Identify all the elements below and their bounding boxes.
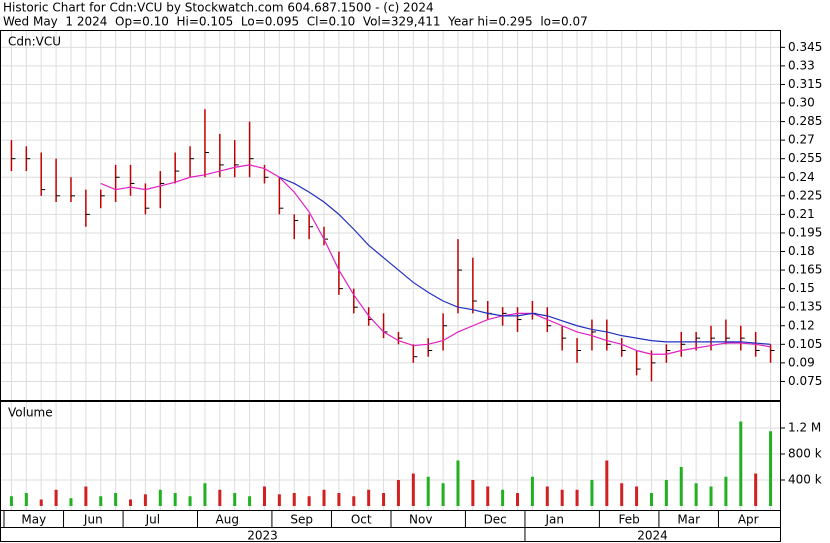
volume-bar — [233, 493, 237, 506]
volume-bar — [724, 476, 728, 506]
year-label: 2024 — [637, 529, 668, 543]
volume-bar — [426, 476, 430, 506]
volume-bar — [39, 499, 43, 506]
x-tick-label: Mar — [677, 513, 700, 527]
y-tick-label: 400 k — [788, 473, 822, 487]
volume-bar — [277, 494, 281, 506]
volume-bar — [292, 493, 296, 506]
volume-bar — [382, 493, 386, 506]
volume-bar — [694, 483, 698, 506]
volume-bar — [516, 493, 520, 506]
x-tick-label: Aug — [216, 513, 239, 527]
volume-bar — [337, 493, 341, 506]
volume-bar — [322, 489, 326, 506]
volume-bar — [129, 499, 133, 506]
y-tick-label: 0.21 — [788, 207, 815, 221]
volume-bar — [739, 421, 743, 506]
moving-average — [100, 164, 771, 355]
volume-bar — [590, 480, 594, 506]
volume-bar — [188, 496, 192, 506]
x-tick-label: Dec — [484, 513, 507, 527]
volume-bar — [501, 489, 505, 506]
volume-bar — [605, 460, 609, 506]
volume-bar — [679, 467, 683, 506]
volume-bar — [530, 476, 534, 506]
volume-bar — [114, 493, 118, 506]
y-tick-label: 0.225 — [788, 188, 822, 202]
volume-bar — [9, 496, 13, 506]
volume-bar — [545, 486, 549, 506]
volume-bar — [649, 493, 653, 506]
y-tick-label: 0.30 — [788, 96, 815, 110]
y-tick-label: 0.105 — [788, 337, 822, 351]
y-tick-label: 0.255 — [788, 151, 822, 165]
volume-bar — [754, 473, 758, 506]
x-tick-label: Sep — [290, 513, 313, 527]
volume-bar — [575, 489, 579, 506]
volume-panel — [0, 401, 781, 511]
x-tick-label: Jul — [145, 513, 160, 527]
volume-bar — [84, 486, 88, 506]
volume-bar — [635, 486, 639, 506]
moving-average — [279, 176, 771, 345]
volume-bar — [664, 480, 668, 506]
volume-bar — [352, 496, 356, 506]
y-tick-label: 0.165 — [788, 263, 822, 277]
x-tick-label: Jan — [544, 513, 564, 527]
volume-bar — [620, 483, 624, 506]
volume-bar — [709, 486, 713, 506]
volume-bar — [441, 483, 445, 506]
y-tick-label: 0.33 — [788, 58, 815, 72]
header-line2: Wed May 1 2024 Op=0.10 Hi=0.105 Lo=0.095… — [3, 15, 588, 29]
y-tick-label: 800 k — [788, 447, 822, 461]
volume-bar — [367, 489, 371, 506]
x-tick-label: May — [21, 513, 46, 527]
volume-bar — [158, 489, 162, 506]
y-tick-label: 0.09 — [788, 355, 815, 369]
y-tick-label: 0.075 — [788, 374, 822, 388]
volume-bar — [143, 494, 147, 506]
volume-bar — [560, 489, 564, 506]
y-tick-label: 0.315 — [788, 77, 822, 91]
x-tick-label: Oct — [351, 513, 372, 527]
y-tick-label: 0.345 — [788, 40, 822, 54]
volume-bar — [411, 473, 415, 506]
y-tick-label: 0.24 — [788, 170, 815, 184]
y-tick-label: 0.135 — [788, 300, 822, 314]
year-label: 2023 — [247, 529, 278, 543]
volume-bar — [24, 493, 28, 506]
volume-bar — [307, 496, 311, 506]
date-axis — [0, 510, 781, 542]
price-panel — [0, 30, 781, 401]
x-tick-label: Jun — [83, 513, 103, 527]
x-tick-label: Apr — [738, 513, 759, 527]
volume-bar — [173, 493, 177, 506]
volume-bar — [248, 496, 252, 506]
y-tick-label: 0.12 — [788, 318, 815, 332]
volume-bar — [69, 498, 73, 506]
volume-bar — [769, 431, 773, 506]
y-tick-label: 0.195 — [788, 225, 822, 239]
y-tick-label: 0.18 — [788, 244, 815, 258]
x-tick-label: Nov — [409, 513, 432, 527]
y-tick-label: 0.27 — [788, 133, 815, 147]
y-tick-label: 0.15 — [788, 281, 815, 295]
volume-bar — [218, 489, 222, 506]
price-label: Cdn:VCU — [8, 35, 61, 49]
header-line1: Historic Chart for Cdn:VCU by Stockwatch… — [3, 1, 434, 15]
volume-bar — [456, 460, 460, 506]
volume-bar — [99, 496, 103, 506]
volume-bar — [486, 486, 490, 506]
y-tick-label: 1.2 M — [788, 421, 821, 435]
y-tick-label: 0.285 — [788, 114, 822, 128]
x-tick-label: Feb — [619, 513, 640, 527]
volume-bar — [203, 483, 207, 506]
volume-bar — [396, 480, 400, 506]
volume-bar — [54, 489, 58, 506]
volume-label: Volume — [8, 406, 53, 420]
volume-bar — [471, 480, 475, 506]
volume-bar — [262, 486, 266, 506]
